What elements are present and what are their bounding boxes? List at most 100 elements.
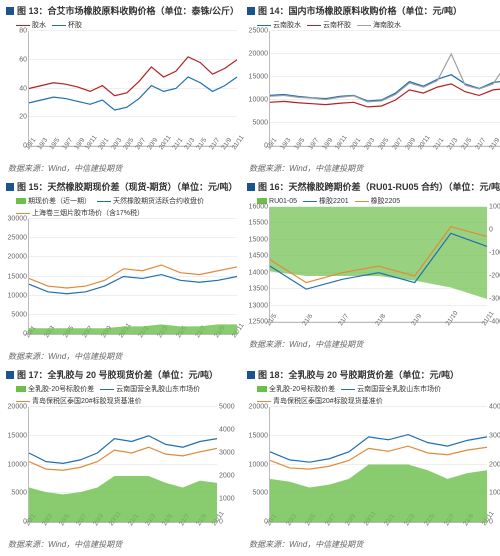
y-axis-label: 20000 — [249, 404, 270, 411]
y-axis-right-label: 5000 — [217, 404, 235, 411]
chart-title: 图 18：全乳胶与 20 号胶期货价差（单位：元/吨） — [258, 368, 459, 381]
y-axis-right-label: 0 — [487, 227, 493, 234]
y-axis-label: 15500 — [249, 220, 270, 227]
area-series — [29, 476, 217, 522]
y-axis-right-label: -100 — [487, 250, 500, 257]
chart-area: 050001000015000200002500019/119/319/519/… — [269, 31, 500, 147]
y-axis-label: 60 — [19, 56, 29, 63]
line-series — [29, 447, 217, 470]
area-series — [29, 324, 237, 334]
line-series — [29, 265, 237, 288]
chart-title: 图 15：天然橡胶期现价差（现货-期货）（单位：元/吨） — [17, 180, 238, 193]
y-axis-right-label: 1000 — [487, 490, 500, 497]
chart-title-bar: 图 14：国内市场橡胶原料收购价格（单位：元/吨） — [247, 4, 500, 17]
legend-label: 云南国营全乳胶山东市场价 — [357, 384, 441, 394]
legend-item: 橡胶2201 — [303, 196, 349, 206]
chart-title: 图 17：全乳胶与 20 号胶现货价差（单位：元/吨） — [17, 368, 218, 381]
legend-label: 胶水 — [32, 20, 46, 30]
legend-label: 天然橡胶期货活跃合约收盘价 — [113, 196, 204, 206]
legend-item: 期现价差（近一期） — [16, 196, 91, 206]
y-axis-label: 10000 — [249, 97, 270, 104]
title-marker — [6, 7, 14, 15]
chart-panel: 图 18：全乳胶与 20 号胶期货价差（单位：元/吨） 全乳胶-20号标胶价差 云南… — [247, 368, 500, 552]
legend-label: 橡胶2205 — [371, 196, 401, 206]
legend-label: 云南杯胶 — [323, 20, 351, 30]
title-marker — [247, 7, 255, 15]
y-axis-right-label: -300 — [487, 296, 500, 303]
chart-source: 数据来源：Wind，中信建投期货 — [249, 163, 500, 174]
plot-svg — [29, 219, 237, 334]
y-axis-label: 15000 — [249, 74, 270, 81]
chart-title-bar: 图 15：天然橡胶期现价差（现货-期货）（单位：元/吨） — [6, 180, 239, 193]
title-marker — [247, 183, 255, 191]
legend-swatch — [52, 25, 66, 26]
chart-panel: 图 13：合艾市场橡胶原料收购价格（单位：泰铢/公斤） 胶水 杯胶020406080… — [6, 4, 239, 176]
y-axis-label: 20000 — [8, 404, 29, 411]
chart-legend: 全乳胶-20号标胶价差 云南国营全乳胶山东市场价青岛保税区泰国20#标胶现货基准价 — [247, 383, 500, 407]
chart-source: 数据来源：Wind，中信建投期货 — [249, 539, 500, 550]
legend-item: 云南杯胶 — [307, 20, 351, 30]
chart-source: 数据来源：Wind，中信建投期货 — [8, 351, 239, 362]
y-axis-right-label: 3000 — [487, 432, 500, 439]
legend-label: 杯胶 — [68, 20, 82, 30]
legend-label: 全乳胶-20号标胶价差 — [28, 384, 94, 394]
chart-title-bar: 图 16：天然橡胶跨期价差（RU01-RU05 合约）（单位：元/吨） — [247, 180, 500, 193]
chart-title: 图 16：天然橡胶跨期价差（RU01-RU05 合约）（单位：元/吨） — [258, 180, 500, 193]
chart-title-bar: 图 18：全乳胶与 20 号胶期货价差（单位：元/吨） — [247, 368, 500, 381]
plot-svg — [29, 407, 217, 522]
y-axis-label: 16000 — [249, 204, 270, 211]
legend-swatch — [355, 201, 369, 202]
legend-item: 青岛保税区泰国20#标胶现货基准价 — [16, 396, 142, 406]
y-axis-label: 5000 — [11, 490, 29, 497]
plot-svg — [29, 31, 237, 146]
line-series — [270, 435, 487, 463]
y-axis-right-label: 3000 — [217, 450, 235, 457]
y-axis-label: 13500 — [249, 286, 270, 293]
line-series — [270, 84, 500, 107]
chart-title-bar: 图 13：合艾市场橡胶原料收购价格（单位：泰铢/公斤） — [6, 4, 239, 17]
legend-item: 全乳胶-20号标胶价差 — [16, 384, 94, 394]
legend-label: 海南胶水 — [373, 20, 401, 30]
y-axis-label: 40 — [19, 85, 29, 92]
chart-title-bar: 图 17：全乳胶与 20 号胶现货价差（单位：元/吨） — [6, 368, 239, 381]
title-marker — [6, 183, 14, 191]
y-axis-label: 20000 — [8, 254, 29, 261]
y-axis-right-label: 4000 — [217, 427, 235, 434]
legend-item: 青岛保税区泰国20#标胶现货基准价 — [257, 396, 383, 406]
legend-swatch — [341, 389, 355, 390]
area-series — [270, 465, 487, 523]
legend-item: 海南胶水 — [357, 20, 401, 30]
line-series — [270, 54, 500, 102]
chart-panel: 图 14：国内市场橡胶原料收购价格（单位：元/吨）云南胶水云南杯胶海南胶水050… — [247, 4, 500, 176]
chart-source: 数据来源：Wind，中信建投期货 — [249, 339, 500, 350]
chart-panel: 图 16：天然橡胶跨期价差（RU01-RU05 合约）（单位：元/吨） RU01-… — [247, 180, 500, 364]
legend-label: 云南国营全乳胶山东市场价 — [116, 384, 200, 394]
title-marker — [247, 371, 255, 379]
y-axis-label: 10000 — [8, 292, 29, 299]
line-series — [29, 275, 237, 294]
legend-swatch — [257, 401, 271, 402]
legend-label: 上海卷三烟片胶市场价（含17%税） — [32, 208, 144, 218]
y-axis-right-label: 2000 — [487, 461, 500, 468]
chart-source: 数据来源：Wind，中信建投期货 — [8, 163, 239, 174]
legend-swatch — [100, 389, 114, 390]
y-axis-right-label: 100 — [487, 204, 500, 211]
legend-item: 全乳胶-20号标胶价差 — [257, 384, 335, 394]
y-axis-label: 5000 — [11, 311, 29, 318]
y-axis-label: 10000 — [8, 461, 29, 468]
legend-swatch — [257, 386, 267, 392]
area-series — [270, 207, 487, 299]
legend-swatch — [16, 401, 30, 402]
y-axis-right-label: -200 — [487, 273, 500, 280]
legend-item: 杯胶 — [52, 20, 82, 30]
y-axis-right-label: 1000 — [217, 496, 235, 503]
legend-swatch — [97, 201, 111, 202]
y-axis-right-label: 2000 — [217, 473, 235, 480]
chart-area: 02040608019/119/319/519/719/919/1120/120… — [28, 31, 237, 147]
y-axis-label: 14500 — [249, 253, 270, 260]
y-axis-label: 15000 — [249, 236, 270, 243]
legend-label: 全乳胶-20号标胶价差 — [269, 384, 335, 394]
legend-label: RU01-05 — [269, 198, 297, 205]
legend-swatch — [16, 25, 30, 26]
plot-svg — [270, 207, 487, 322]
